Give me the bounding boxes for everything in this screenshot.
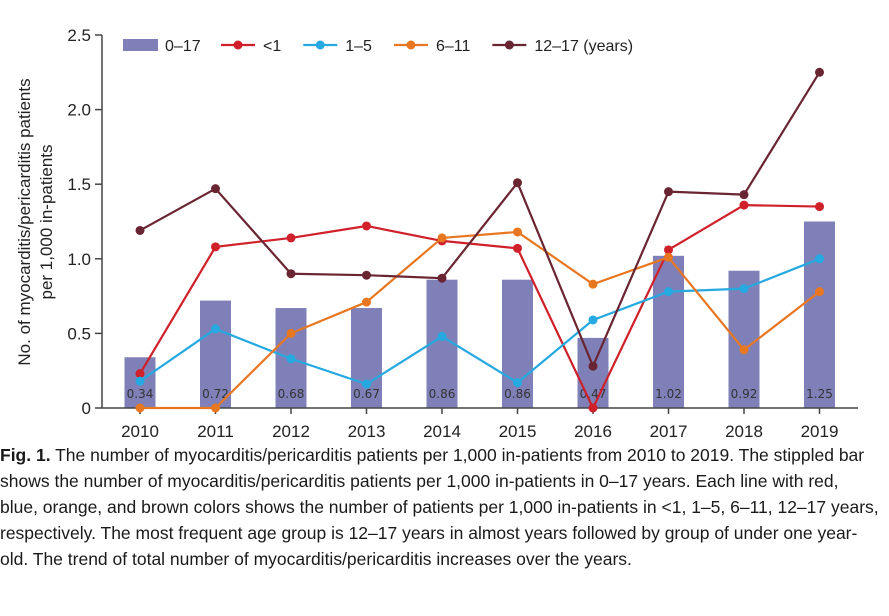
legend-label-2: 1–5: [345, 38, 372, 55]
point-series-3-2019: [815, 287, 824, 297]
point-series-2-2011: [211, 324, 220, 334]
point-series-4-2016: [588, 361, 598, 371]
bar-value-label-2010: 0.34: [127, 387, 154, 401]
point-series-3-2017: [664, 252, 673, 262]
point-series-3-2012: [286, 328, 296, 338]
bar-value-label-2013: 0.67: [353, 387, 380, 401]
bar-value-label-2018: 0.92: [731, 387, 758, 401]
point-series-3-2015: [513, 227, 522, 237]
legend-swatch-marker-2: [315, 40, 325, 50]
point-series-1-2016: [588, 403, 598, 413]
bar-value-label-2012: 0.68: [278, 387, 305, 401]
legend-swatch-marker-1: [233, 40, 243, 50]
line-series-4: [139, 71, 821, 368]
bar-2011: [200, 300, 231, 408]
bar-value-label-2011: 0.72: [202, 387, 229, 401]
point-series-3-2011: [211, 403, 220, 413]
line-series-3: [140, 230, 821, 410]
caption-label: Fig. 1.: [0, 445, 51, 465]
point-series-2-2013: [362, 379, 371, 389]
x-tick-label-2013: 2013: [348, 422, 386, 440]
chart-figure: 0.34 0.72 0.68 0.67 0.86 0.86 0.47 1.02 0.92 1.25…: [15, 26, 858, 440]
x-tick-label-2017: 2017: [650, 422, 688, 440]
point-series-4-2018: [739, 190, 749, 200]
y-tick-label-2.0: 2.0: [67, 101, 91, 120]
bar-value-label-2019: 1.25: [806, 387, 833, 401]
y-tick-label-0.5: 0.5: [67, 324, 91, 343]
line-series-2: [139, 257, 820, 386]
legend-label-1: <1: [263, 38, 281, 55]
point-series-3-2014: [437, 233, 447, 243]
y-tick-label-2.5: 2.5: [67, 26, 91, 45]
point-series-2-2016: [588, 315, 598, 325]
point-series-2-2010: [135, 376, 145, 386]
x-tick-label-2019: 2019: [801, 422, 839, 440]
bar-2018: [728, 270, 760, 408]
point-series-4-2017: [664, 187, 673, 197]
x-tick-label-2016: 2016: [574, 422, 612, 440]
x-tick-label-2018: 2018: [725, 422, 763, 440]
point-series-1-2015: [513, 243, 522, 253]
chart-canvas: 0.34 0.72 0.68 0.67 0.86 0.86 0.47 1.02 0.92 1.25…: [15, 26, 858, 440]
point-series-3-2016: [588, 279, 598, 289]
x-tick-label-2015: 2015: [499, 422, 537, 440]
point-series-4-2013: [362, 270, 371, 280]
y-tick-label-1.5: 1.5: [67, 175, 91, 194]
point-series-4-2014: [437, 273, 447, 283]
point-series-2-2012: [286, 354, 296, 364]
point-series-3-2013: [362, 297, 371, 307]
point-series-1-2013: [362, 221, 371, 231]
legend-label-4: 12–17 (years): [534, 38, 633, 55]
bar-2016: [577, 337, 609, 408]
y-tick-label-0: 0: [82, 399, 91, 418]
legend-swatch-marker-3: [406, 40, 416, 50]
point-series-1-2010: [135, 369, 145, 379]
point-series-2-2017: [664, 287, 673, 297]
y-tick-label-1.0: 1.0: [67, 250, 91, 269]
line-series-1: [139, 203, 820, 410]
bar-value-label-2016: 0.47: [580, 387, 607, 401]
x-tick-label-2010: 2010: [121, 422, 159, 440]
point-series-2-2018: [739, 284, 749, 294]
bar-2017: [653, 255, 684, 408]
point-series-3-2010: [135, 403, 145, 413]
legend-label-bar: 0–17: [165, 38, 201, 55]
x-tick-label-2011: 2011: [197, 422, 234, 440]
point-series-4-2011: [211, 184, 220, 194]
point-series-3-2018: [739, 345, 749, 355]
point-series-1-2011: [211, 242, 220, 252]
point-series-1-2018: [739, 200, 749, 210]
point-series-2-2019: [815, 254, 824, 264]
legend-swatch-bar: [123, 39, 158, 51]
caption-text: The number of myocarditis/pericarditis p…: [0, 445, 879, 569]
bar-2013: [351, 308, 382, 408]
y-axis-title-line-1: No. of myocarditis/pericarditis patients: [15, 78, 34, 365]
point-series-4-2019: [815, 67, 824, 77]
figure-caption: Fig. 1. The number of myocarditis/perica…: [0, 442, 880, 572]
x-tick-label-2012: 2012: [272, 422, 310, 440]
x-tick-label-2014: 2014: [423, 422, 461, 440]
point-series-4-2015: [513, 178, 522, 188]
legend-label-3: 6–11: [436, 38, 471, 55]
point-series-2-2015: [513, 378, 522, 388]
point-series-1-2012: [286, 233, 296, 243]
bar-value-label-2014: 0.86: [429, 387, 456, 401]
bar-2019: [804, 221, 835, 408]
bar-value-label-2015: 0.86: [504, 387, 531, 401]
legend-swatch-marker-4: [504, 40, 514, 50]
bar-value-label-2017: 1.02: [655, 387, 682, 401]
y-axis-title-line-2: per 1,000 in-patients: [37, 145, 56, 300]
point-series-4-2010: [135, 225, 145, 235]
point-series-1-2019: [815, 202, 824, 212]
point-series-4-2012: [286, 269, 296, 279]
point-series-2-2014: [437, 331, 447, 341]
point-series-1-2017: [664, 245, 673, 255]
